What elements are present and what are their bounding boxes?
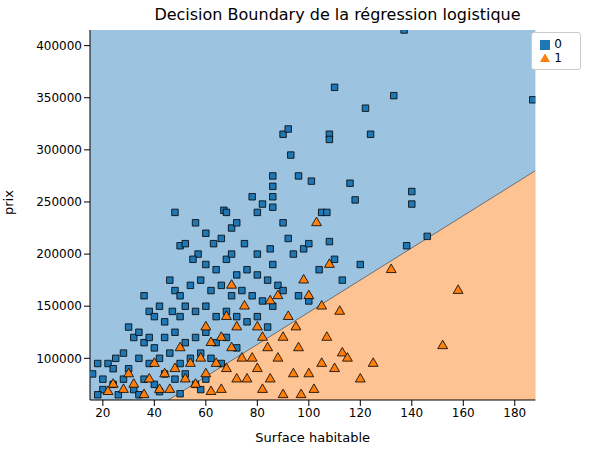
html-text:Decision Boundary de la régres: Decision Boundary de la régression logis… [154,5,521,24]
svg-text:140: 140 [400,406,423,420]
svg-text:350000: 350000 [36,91,82,105]
html-text:0: 0 [554,37,562,51]
svg-text:300000: 300000 [36,143,82,157]
svg-text:250000: 250000 [36,195,82,209]
svg-text:prix: prix [1,190,16,215]
svg-text:40: 40 [147,406,162,420]
svg-text:150000: 150000 [36,299,82,313]
svg-text:20: 20 [95,406,110,420]
svg-text:100000: 100000 [36,352,82,366]
svg-text:60: 60 [198,406,213,420]
svg-text:400000: 400000 [36,39,82,53]
svg-text:180: 180 [503,406,526,420]
svg-text:100: 100 [297,406,320,420]
html-text:1: 1 [554,51,562,65]
svg-text:160: 160 [452,406,475,420]
svg-text:Surface habitable: Surface habitable [255,430,370,445]
svg-text:200000: 200000 [36,247,82,261]
svg-text:120: 120 [349,406,372,420]
svg-text:80: 80 [250,406,265,420]
